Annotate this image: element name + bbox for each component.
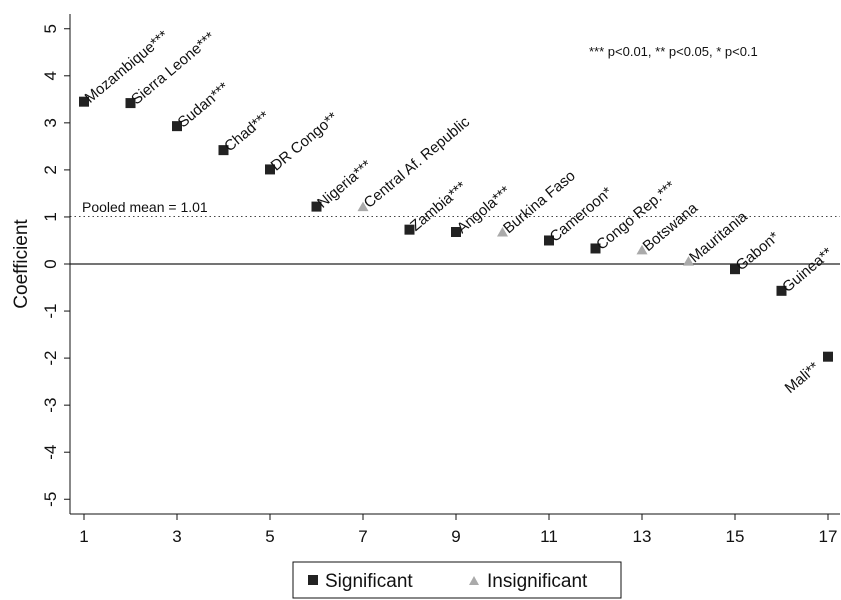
point-marker-significant bbox=[544, 235, 554, 246]
point-marker-significant bbox=[265, 164, 275, 175]
significance-note: *** p<0.01, ** p<0.05, * p<0.1 bbox=[589, 44, 758, 59]
point-marker-insignificant bbox=[683, 256, 694, 266]
y-ticks: 5 4 3 2 1 0 -1 -2 -3 -4 -5 bbox=[41, 24, 70, 507]
y-axis-label: Coefficient bbox=[11, 219, 32, 309]
point-marker-significant bbox=[218, 145, 229, 156]
legend-square-marker bbox=[308, 575, 318, 585]
point-marker-insignificant bbox=[636, 244, 648, 255]
y-tick-label: 1 bbox=[41, 212, 60, 221]
x-tick-label: 13 bbox=[633, 527, 652, 546]
legend-triangle-marker bbox=[469, 576, 479, 585]
point-marker-significant bbox=[776, 285, 787, 296]
point-marker-significant bbox=[730, 264, 740, 275]
y-tick-label: -3 bbox=[41, 398, 60, 413]
point-marker-insignificant bbox=[497, 227, 508, 237]
x-tick-label: 5 bbox=[265, 527, 274, 546]
reference-lines bbox=[70, 215, 840, 265]
point-marker-significant bbox=[404, 224, 415, 235]
y-tick-label: 3 bbox=[41, 118, 60, 127]
pooled-mean-label: Pooled mean = 1.01 bbox=[82, 199, 208, 215]
x-tick-label: 11 bbox=[540, 527, 558, 546]
legend-label-insignificant: Insignificant bbox=[487, 571, 588, 592]
y-tick-label: -5 bbox=[41, 492, 60, 507]
point-marker-insignificant bbox=[357, 201, 369, 212]
y-tick-label: 4 bbox=[41, 71, 60, 80]
point-marker-significant bbox=[311, 201, 322, 212]
x-tick-label: 9 bbox=[451, 527, 460, 546]
point-marker-significant bbox=[451, 227, 461, 238]
y-tick-label: 5 bbox=[41, 24, 60, 33]
legend-label-significant: Significant bbox=[325, 571, 413, 592]
x-tick-label: 7 bbox=[358, 527, 367, 546]
point-marker-significant bbox=[125, 98, 136, 109]
y-tick-label: -1 bbox=[41, 303, 60, 318]
point-marker-significant bbox=[823, 351, 833, 362]
y-tick-label: -2 bbox=[41, 351, 60, 366]
x-tick-label: 3 bbox=[172, 527, 181, 546]
x-tick-label: 1 bbox=[79, 527, 88, 546]
y-tick-label: 2 bbox=[41, 165, 60, 174]
x-tick-label: 17 bbox=[819, 527, 838, 546]
y-tick-label: 0 bbox=[41, 259, 60, 268]
x-tick-label: 15 bbox=[726, 527, 745, 546]
x-ticks: 1 3 5 7 9 11 13 15 17 bbox=[79, 514, 837, 546]
legend-box bbox=[292, 561, 622, 599]
point-marker-significant bbox=[172, 121, 182, 132]
y-tick-label: -4 bbox=[41, 445, 60, 460]
point-marker-significant bbox=[590, 243, 601, 254]
point-marker-significant bbox=[79, 96, 89, 107]
legend: Significant Insignificant bbox=[292, 561, 622, 599]
